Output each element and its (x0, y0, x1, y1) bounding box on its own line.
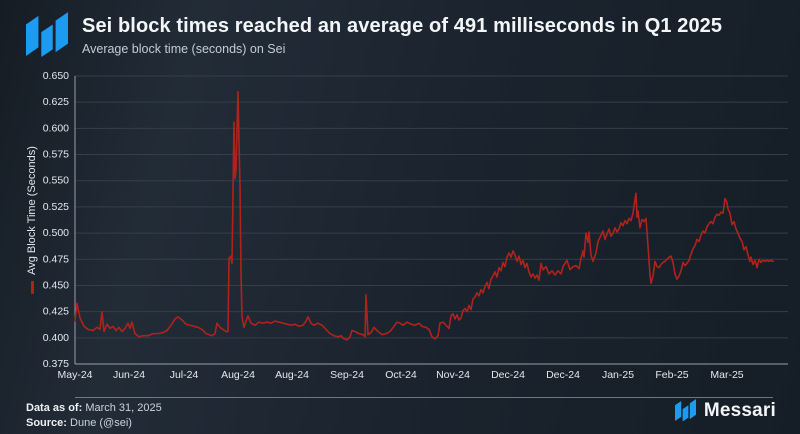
x-tick-label: Dec-24 (491, 369, 525, 381)
y-tick-label: 0.475 (43, 253, 69, 265)
y-tick-label: 0.500 (43, 227, 69, 239)
x-tick-label: Jul-24 (170, 369, 199, 381)
x-tick-label: May-24 (57, 369, 92, 381)
messari-logo-icon (674, 399, 696, 422)
header: Sei block times reached an average of 49… (26, 12, 722, 58)
x-tick-label: Jan-25 (602, 369, 634, 381)
x-tick-label: Nov-24 (436, 369, 470, 381)
y-tick-label: 0.575 (43, 149, 69, 161)
messari-wordmark: Messari (703, 399, 776, 421)
legend-line-swatch (30, 280, 34, 294)
x-tick-label: Oct-24 (385, 369, 417, 381)
source-line: Source: Dune (@sei) (26, 416, 162, 431)
source-value: Dune (@sei) (70, 417, 132, 429)
y-tick-label: 0.650 (43, 70, 69, 82)
footer-brand: Messari (674, 399, 776, 422)
block-time-line (74, 90, 774, 341)
x-tick-label: Jun-24 (113, 369, 145, 381)
x-tick-label: Aug-24 (221, 369, 255, 381)
y-tick-label: 0.375 (43, 358, 69, 370)
y-axis-title: Avg Block Time (Seconds) (26, 120, 38, 320)
y-tick-label: 0.550 (43, 175, 69, 187)
footer-meta: Data as of: March 31, 2025 Source: Dune … (26, 401, 162, 431)
y-tick-label: 0.400 (43, 332, 69, 344)
source-label: Source: (26, 417, 67, 429)
y-tick-label: 0.525 (43, 201, 69, 213)
chart-subtitle: Average block time (seconds) on Sei (82, 41, 286, 56)
chart-title: Sei block times reached an average of 49… (82, 14, 723, 37)
title-block: Sei block times reached an average of 49… (82, 15, 722, 56)
data-as-of-value: March 31, 2025 (85, 402, 162, 414)
data-as-of-label: Data as of: (26, 402, 83, 414)
x-tick-label: Feb-25 (655, 369, 688, 381)
messari-logo-icon (26, 12, 68, 57)
data-as-of-line: Data as of: March 31, 2025 (26, 401, 162, 416)
x-tick-label: Mar-25 (710, 369, 743, 381)
y-axis-title-text: Avg Block Time (Seconds) (26, 146, 38, 275)
x-tick-label: Dec-24 (546, 369, 580, 381)
y-tick-label: 0.425 (43, 306, 69, 318)
x-tick-label: Aug-24 (275, 369, 309, 381)
y-tick-label: 0.625 (43, 96, 69, 108)
y-tick-label: 0.600 (43, 122, 69, 134)
footer-divider (75, 397, 773, 398)
x-tick-label: Sep-24 (330, 369, 364, 381)
y-tick-label: 0.450 (43, 279, 69, 291)
